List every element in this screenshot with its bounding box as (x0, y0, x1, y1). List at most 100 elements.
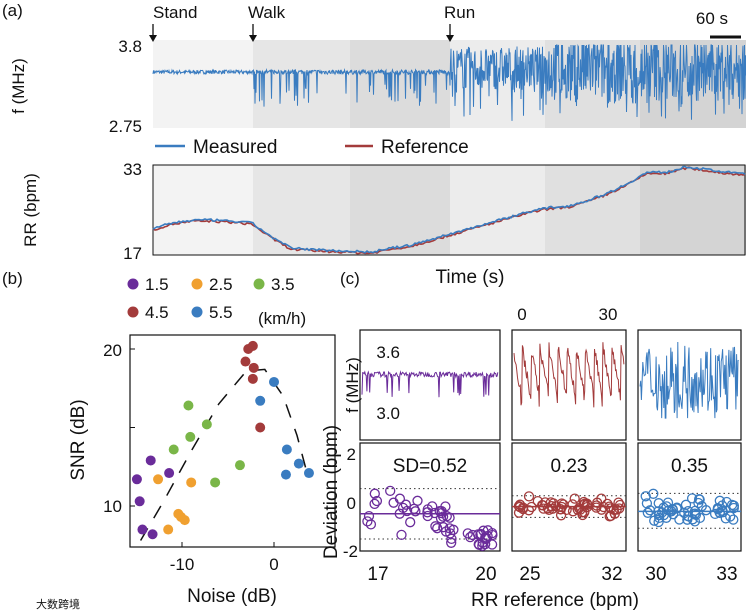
legend-label-4.5: 4.5 (145, 303, 169, 322)
legend-label-1.5: 1.5 (145, 275, 169, 294)
deviation-point (523, 491, 535, 502)
f-tick-2.75: 2.75 (109, 117, 142, 136)
frequency-trace (361, 370, 499, 398)
dev-tick-0: 0 (347, 494, 356, 513)
panel-label-b: (b) (2, 269, 23, 288)
annotation-stand: Stand (153, 3, 197, 22)
deviation-point (693, 497, 704, 509)
deviation-point (422, 507, 433, 518)
snr-ticks (130, 348, 275, 547)
deviation-point (608, 504, 619, 515)
deviation-point (369, 488, 380, 499)
frequency-frame (511, 329, 627, 441)
deviation-point (648, 488, 659, 499)
deviation-point (569, 493, 580, 504)
fc-tick-3.6: 3.6 (376, 343, 400, 362)
snr-plot-frame (129, 334, 336, 548)
deviation-point (640, 491, 651, 502)
rr-measured-line (152, 165, 746, 254)
deviation-point (582, 499, 593, 511)
deviation-point (642, 507, 653, 518)
data-point-3.5 (210, 477, 221, 488)
deviation-point (728, 514, 739, 525)
deviation-point (448, 524, 459, 535)
deviation-frame (359, 442, 501, 552)
data-point-4.5 (247, 373, 258, 384)
noise-tick-0: 0 (269, 555, 278, 574)
speed-legend: 1.5 2.5 3.5 4.5 5.5 (127, 275, 295, 322)
rr-reference-axis-label: RR reference (bpm) (471, 590, 639, 611)
deviation-point (721, 496, 732, 508)
fc-axis-label: f (MHz) (343, 357, 362, 413)
phase-band-rr (545, 165, 640, 255)
deviation-axis-label: Deviation (bpm) (321, 425, 342, 559)
annotation-run: Run (444, 3, 475, 22)
deviation-point (472, 529, 484, 540)
deviation-point (436, 507, 447, 519)
deviation-point (432, 523, 443, 534)
deviation-point (561, 504, 572, 516)
deviation-point (396, 529, 407, 541)
data-point-2.5 (186, 477, 197, 488)
data-point-2.5 (179, 515, 190, 526)
data-point-4.5 (248, 362, 259, 373)
snr-tick-10: 10 (103, 497, 122, 516)
data-point-1.5 (134, 496, 145, 507)
rr-tick-33: 33 (123, 160, 142, 179)
deviation-point (514, 501, 525, 513)
rr-tick-17: 17 (123, 244, 142, 263)
noise-axis-label: Noise (dB) (187, 586, 277, 607)
deviation-point (674, 514, 685, 525)
data-point-5.5 (280, 469, 291, 480)
data-point-5.5 (255, 395, 266, 406)
deviation-point (435, 513, 447, 524)
frequency-frame (359, 329, 501, 441)
watermark: 大数跨境 (36, 597, 80, 611)
deviation-point (487, 527, 498, 539)
deviation-point (365, 519, 377, 530)
deviation-point (694, 512, 706, 524)
data-point-4.5 (240, 356, 251, 367)
deviation-point (434, 506, 445, 517)
phase-band-rr (450, 165, 545, 255)
frequency-frame (637, 329, 742, 441)
deviation-point (371, 495, 383, 507)
deviation-point (397, 502, 409, 514)
deviation-point (400, 499, 412, 510)
legend-label-2.5: 2.5 (209, 275, 233, 294)
frequency-trace (513, 342, 625, 408)
deviation-point (555, 504, 566, 515)
deviation-point (596, 493, 607, 504)
panel-label-a: (a) (2, 1, 23, 20)
data-point-3.5 (185, 431, 196, 442)
deviation-point (577, 507, 588, 518)
time-axis-label: Time (s) (436, 267, 505, 288)
legend-dot-4.5 (127, 306, 139, 318)
deviation-point (412, 495, 423, 506)
deviation-point (362, 516, 373, 527)
rr-plot-frame (152, 164, 746, 256)
deviation-point (714, 495, 725, 506)
data-point-1.5 (164, 468, 175, 479)
deviation-point (712, 503, 723, 514)
deviation-point (405, 517, 416, 528)
fc-tick-3.0: 3.0 (376, 404, 400, 423)
deviation-point (430, 521, 441, 532)
phase-bands-rr (153, 165, 746, 255)
deviation-point (429, 507, 440, 519)
data-point-4.5 (255, 422, 266, 433)
dev-tick-minus2: -2 (343, 542, 358, 561)
legend-label-3.5: 3.5 (271, 275, 295, 294)
deviation-point (547, 503, 558, 514)
deviation-point (602, 498, 613, 510)
rr-tick: 32 (601, 564, 622, 585)
noise-tick-minus10: -10 (170, 555, 195, 574)
deviation-point (513, 500, 525, 512)
data-point-2.5 (163, 524, 174, 535)
deviation-point (548, 498, 559, 509)
deviation-point (653, 516, 664, 528)
deviation-frame (511, 442, 627, 552)
data-point-3.5 (234, 460, 245, 471)
phase-band-top (153, 40, 253, 128)
data-point-5.5 (293, 458, 304, 469)
